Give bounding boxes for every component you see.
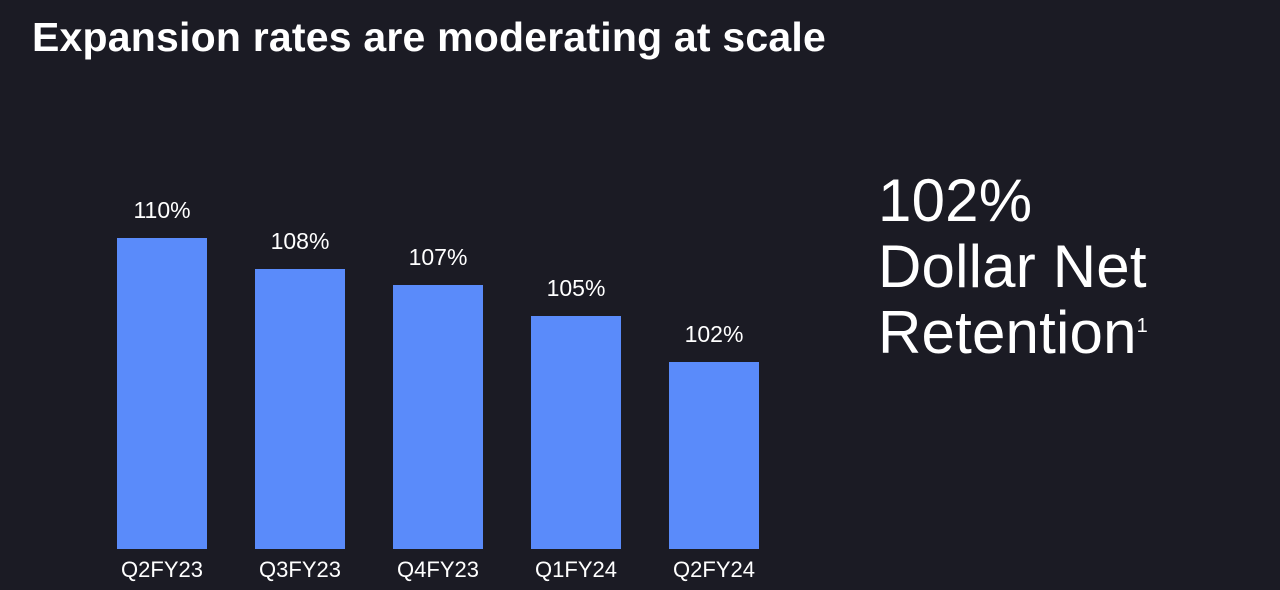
chart-column: 105% Q1FY24 — [531, 274, 621, 583]
x-axis-label: Q1FY24 — [535, 557, 617, 582]
bar-value-label: 102% — [684, 321, 744, 347]
bar-value-label: 108% — [270, 228, 330, 254]
footnote-marker: 1 — [1136, 315, 1148, 337]
callout-line2: Dollar Net — [878, 233, 1147, 300]
x-axis-label: Q3FY23 — [259, 557, 341, 582]
callout-value: 102% — [878, 167, 1033, 234]
callout-line3-text: Retention — [878, 299, 1137, 366]
x-axis-label: Q4FY23 — [397, 557, 479, 582]
chart-column: 102% Q2FY24 — [669, 320, 759, 583]
x-axis-label: Q2FY23 — [121, 557, 203, 582]
bar-chart: 110% Q2FY23 108% Q3FY23 107% Q4FY23 105% Q1FY24… — [117, 196, 759, 583]
chart-column: 110% Q2FY23 — [117, 196, 207, 583]
slide-title: Expansion rates are moderating at scale — [32, 14, 826, 60]
bar-value-label: 110% — [133, 197, 191, 223]
bar-value-label: 107% — [408, 244, 468, 270]
bar — [393, 285, 483, 549]
chart-column: 107% Q4FY23 — [393, 243, 483, 583]
bar — [255, 269, 345, 549]
bar — [669, 362, 759, 549]
callout-line3: Retention1 — [878, 300, 1148, 366]
bar-value-label: 105% — [546, 275, 606, 301]
dnr-callout: 102% Dollar Net Retention1 — [878, 168, 1148, 366]
bar — [531, 316, 621, 549]
x-axis-label: Q2FY24 — [673, 557, 755, 582]
bar — [117, 238, 207, 549]
chart-column: 108% Q3FY23 — [255, 227, 345, 583]
